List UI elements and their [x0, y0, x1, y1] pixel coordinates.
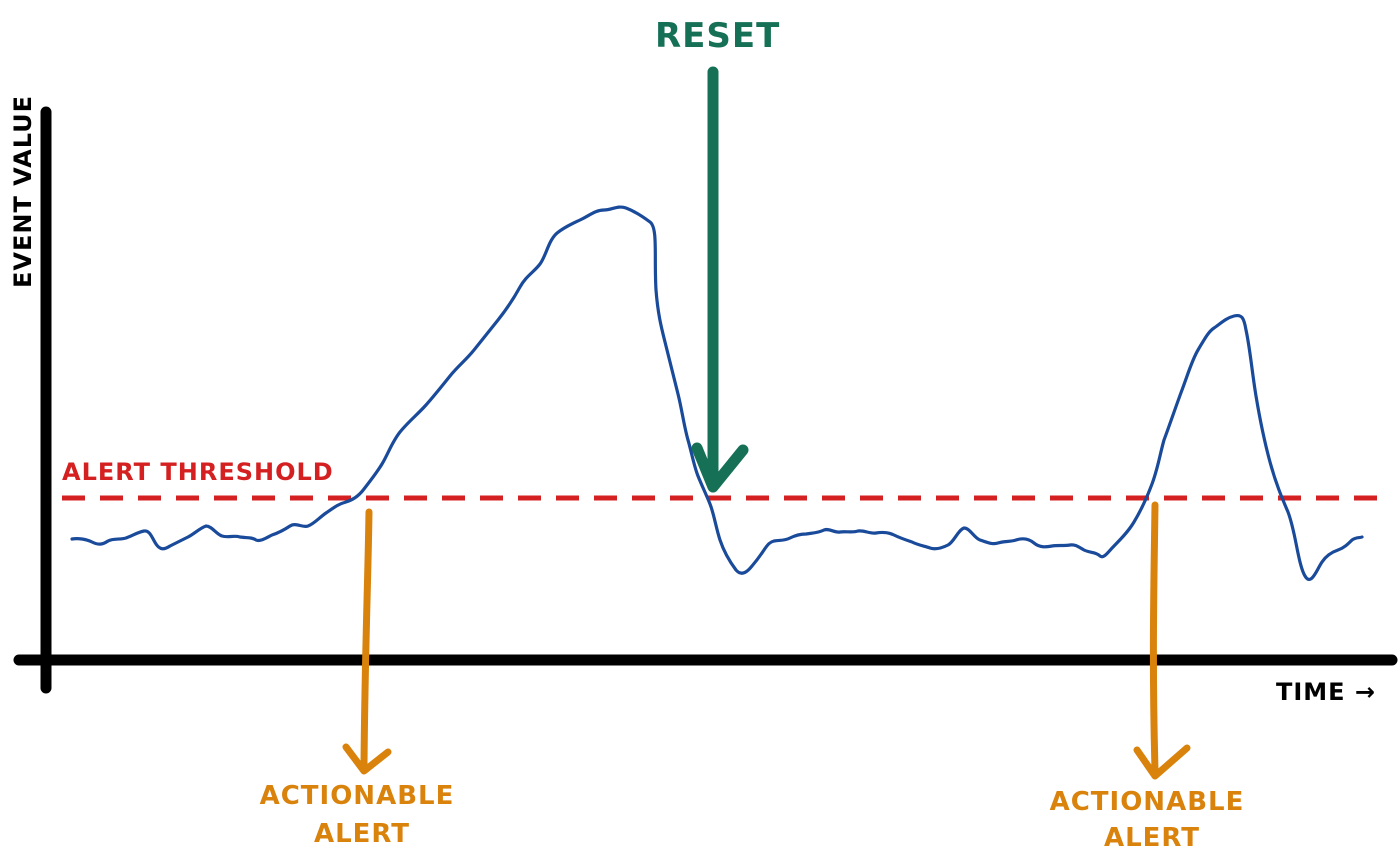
- actionable-alert-right-line1: ACTIONABLE: [1050, 787, 1245, 817]
- actionable-alert-label-left: ACTIONABLE ALERT: [260, 781, 465, 849]
- actionable-alert-label-right: ACTIONABLE ALERT: [1050, 787, 1255, 849]
- x-axis-label: TIME →: [1276, 678, 1376, 706]
- axes: [13, 106, 1398, 694]
- alert-threshold-label: ALERT THRESHOLD: [62, 458, 334, 486]
- actionable-alert-right-line2: ALERT: [1104, 823, 1200, 849]
- reset-label: RESET: [655, 16, 780, 56]
- reset-arrow: [691, 66, 749, 493]
- actionable-alert-left-line1: ACTIONABLE: [260, 781, 455, 811]
- event-value-line: [70, 205, 1364, 582]
- actionable-alert-arrow-right: [1133, 501, 1191, 780]
- actionable-alert-left-line2: ALERT: [314, 819, 410, 849]
- actionable-alert-arrow-left: [342, 508, 392, 775]
- y-axis-label: EVENT VALUE: [9, 95, 37, 288]
